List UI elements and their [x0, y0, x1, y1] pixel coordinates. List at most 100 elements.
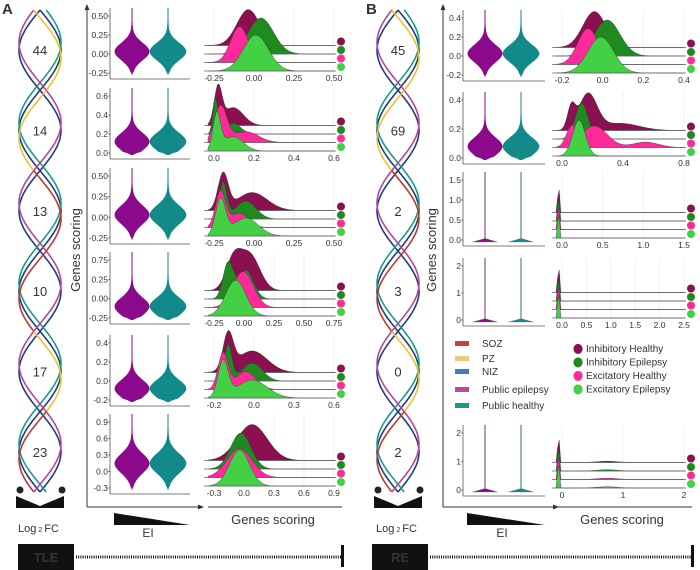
cell-type-marker-icon: [573, 357, 583, 368]
cell-type-dot: [337, 364, 345, 373]
violin-tick-label: 0.0: [96, 467, 108, 477]
row-5: 0.4 0.2 0.0 -0.2 -0.2 0.0 0.3 0.6: [93, 329, 345, 410]
cell-type-dot: [687, 131, 695, 139]
plus-icon: [58, 486, 66, 494]
cell-type-dot: [687, 463, 695, 471]
cell-type-dot: [337, 37, 345, 46]
violin-tick-label: 0.75: [91, 255, 108, 265]
violin-tick-label: 0.6: [96, 434, 108, 444]
violin-tick-label: 0.3: [96, 450, 108, 460]
fc-text: FC: [402, 523, 417, 535]
violin-tick-label: 0.5: [449, 215, 461, 225]
row-1: 0.50 0.25 0.00 -0.25 -0.25 0.00 0.25 0.50: [89, 8, 345, 83]
cell-type-dot: [687, 39, 695, 48]
cell-type-dot: [687, 310, 695, 318]
cell-type-dot: [337, 390, 345, 398]
helix-region-strand: [391, 330, 420, 412]
gene-count: 2: [394, 204, 401, 219]
cell-type-dot: [337, 452, 345, 461]
ridge-tick-label: 0: [560, 490, 565, 500]
legend-swatch: [455, 356, 469, 361]
cell-type-dot: [687, 284, 695, 293]
cell-type-marker-icon: [573, 384, 583, 395]
violin-tick-label: 2: [456, 261, 461, 271]
ridge-tick-label: 0.25: [286, 73, 303, 83]
violin-epilepsy: [467, 10, 503, 77]
gene-count: 0: [394, 365, 401, 380]
ridge-tick-label: 0.0: [248, 400, 260, 410]
gene-count: 17: [33, 365, 47, 380]
cell-type-dot: [337, 373, 345, 381]
legend-label: Inhibitory Healthy: [586, 344, 663, 355]
ridge-tick-label: 2.0: [654, 320, 666, 330]
cell-type-dot: [687, 65, 695, 73]
violin-healthy: [149, 168, 187, 240]
violin-tick-label: 0.00: [91, 294, 108, 304]
ridge-tick-label: 0.0: [208, 153, 220, 163]
helix-region-strand: [18, 411, 47, 493]
log2fc-label: Log 2 FC: [376, 523, 417, 535]
ridge-tick-label: 0.2: [637, 75, 649, 85]
violin-tick-label: -0.25: [89, 68, 109, 78]
cell-type-dot: [687, 122, 695, 131]
cell-type-dot: [337, 126, 345, 134]
legend-label: SOZ: [482, 339, 503, 350]
ridge-tick-label: 0.4: [617, 158, 629, 168]
condition-box: [372, 544, 428, 570]
gene-count: 14: [33, 124, 47, 139]
cell-type-dot: [337, 63, 345, 71]
ridge-tick-label: 0.00: [246, 238, 263, 248]
row-4: 2 1 0 0.0 0.5 1.0 1.5 2.0 2.5: [456, 257, 695, 330]
violin-tick-label: 1.0: [449, 195, 461, 205]
cell-type-dot: [687, 454, 695, 463]
ridge-tick-label: 0.50: [296, 318, 313, 328]
log-text: Log: [18, 523, 36, 535]
ridge-tick-label: -0.2: [555, 75, 570, 85]
violin-tick-label: 0.50: [91, 11, 108, 21]
cell-type-dot: [687, 204, 695, 213]
ridge-tick-label: -0.25: [204, 318, 224, 328]
ridge-tick-label: 2: [682, 490, 687, 500]
legend-label: PZ: [482, 354, 495, 365]
violin-tick-label: 0.2: [449, 32, 461, 42]
violin-tick-label: 0.0: [96, 376, 108, 386]
ridge-tick-label: 0.4: [678, 75, 690, 85]
ridge-density: [555, 456, 684, 480]
plus-icon: [416, 486, 424, 494]
violin-tick-label: 0.25: [91, 30, 108, 40]
condition-label: TLE: [34, 550, 59, 565]
ridge-tick-label: 0.50: [326, 73, 343, 83]
violin-tick-label: 0.0: [449, 235, 461, 245]
ridge-density: [555, 278, 684, 302]
helix-region-strand: [391, 170, 420, 252]
ridge-tick-label: 1.0: [637, 240, 649, 250]
violin-epilepsy: [114, 88, 150, 155]
row-6: 2 1 0 0 1 2: [456, 424, 695, 500]
ridge-tick-label: 0.00: [236, 318, 253, 328]
log2fc-label: Log 2 FC: [18, 523, 59, 535]
helix-diagram: [18, 9, 62, 493]
ridge-tick-label: 1.5: [678, 240, 690, 250]
cell-type-dot: [337, 117, 345, 126]
ridge-tick-label: 0.8: [678, 158, 690, 168]
ridge-tick-label: 0.9: [328, 488, 340, 498]
cell-type-dot: [687, 139, 695, 148]
cell-type-dot: [337, 211, 345, 219]
legend-swatch: [455, 341, 469, 346]
ridge-density: [555, 448, 684, 472]
violin-tick-label: 0: [456, 485, 461, 495]
fold-change-wedge: [374, 496, 422, 508]
violin-healthy: [508, 424, 534, 493]
ridge-tick-label: 0.5: [580, 320, 592, 330]
ridge-tick-label: 0.6: [298, 488, 310, 498]
timeline-end: [691, 545, 694, 567]
violin-tick-label: 0.25: [91, 274, 108, 284]
helix-region-strand: [18, 250, 47, 332]
violin-epilepsy: [114, 335, 150, 402]
violin-healthy: [149, 88, 187, 155]
row-6: 0.9 0.6 0.3 0.0 -0.3 -0.3 0.0 0.3 0.6 0.9: [93, 414, 345, 498]
helix-region-strand: [391, 9, 420, 91]
violin-epilepsy: [114, 252, 150, 320]
ridge-tick-label: -0.25: [204, 238, 224, 248]
